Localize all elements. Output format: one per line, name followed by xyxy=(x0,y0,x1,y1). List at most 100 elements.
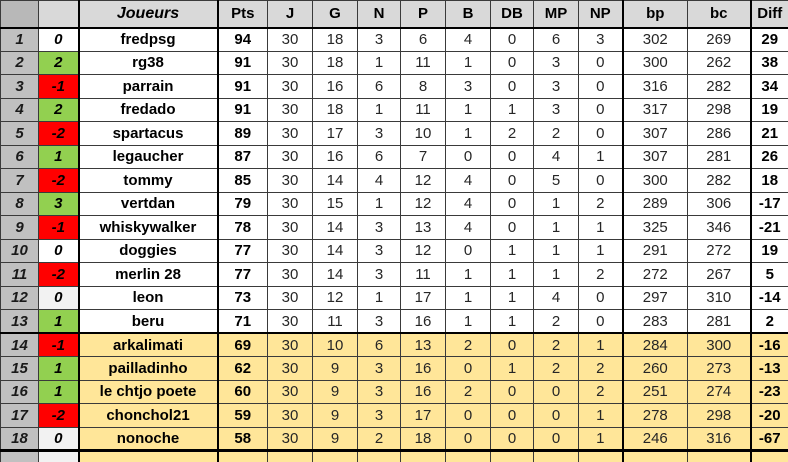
player-cell: rg38 xyxy=(78,50,219,75)
stat-cell-bc: 272 xyxy=(687,238,752,263)
stat-cell-j: 30 xyxy=(267,121,313,146)
movement-cell: -1 xyxy=(38,332,80,357)
stat-cell-p: 13 xyxy=(400,332,446,357)
table-row: 4 2 fredado 91 30 18 1 11 1 1 3 0 317 29… xyxy=(0,97,788,122)
movement-cell: 0 xyxy=(38,27,80,52)
stat-cell-mp: 6 xyxy=(533,27,579,52)
stat-cell-pts: 89 xyxy=(217,121,268,146)
stat-cell-b: 0 xyxy=(445,238,491,263)
stat-cell-bp: 317 xyxy=(622,97,688,122)
movement-cell: -2 xyxy=(38,403,80,428)
stat-cell-db: 0 xyxy=(490,144,534,169)
stat-cell-np: 1 xyxy=(578,332,624,357)
stat-cell-diff: 29 xyxy=(750,27,788,52)
stat-cell-diff: 19 xyxy=(750,97,788,122)
rank-cell: 14 xyxy=(0,332,39,357)
rank-cell: 18 xyxy=(0,426,39,451)
stat-cell-mp: 0 xyxy=(533,379,579,404)
stat-cell-p xyxy=(400,449,446,462)
stat-cell-np: 3 xyxy=(578,27,624,52)
stat-cell-p: 12 xyxy=(400,238,446,263)
col-header-b: B xyxy=(445,0,491,29)
stat-cell-j: 30 xyxy=(267,426,313,451)
stat-cell-diff: 2 xyxy=(750,309,788,334)
stat-cell-g: 12 xyxy=(312,285,358,310)
table-row: 14 -1 arkalimati 69 30 10 6 13 2 0 2 1 2… xyxy=(0,332,788,357)
stat-cell-bc: 298 xyxy=(687,97,752,122)
stat-cell-bc: 267 xyxy=(687,262,752,287)
stat-cell-n: 3 xyxy=(357,262,401,287)
stat-cell-bc: 300 xyxy=(687,332,752,357)
stat-cell-bc: 262 xyxy=(687,50,752,75)
stat-cell-b: 1 xyxy=(445,97,491,122)
stat-cell-diff: -23 xyxy=(750,379,788,404)
movement-cell: -1 xyxy=(38,215,80,240)
stat-cell-p: 11 xyxy=(400,97,446,122)
rank-cell: 12 xyxy=(0,285,39,310)
stat-cell-n: 3 xyxy=(357,121,401,146)
stat-cell-db xyxy=(490,449,534,462)
stat-cell-db: 1 xyxy=(490,97,534,122)
stat-cell-pts: 60 xyxy=(217,379,268,404)
stat-cell-n: 3 xyxy=(357,403,401,428)
stat-cell-j: 30 xyxy=(267,144,313,169)
stat-cell-diff: -13 xyxy=(750,356,788,381)
stat-cell-b: 1 xyxy=(445,285,491,310)
col-header-db: DB xyxy=(490,0,534,29)
partial-next-row xyxy=(0,449,788,462)
stat-cell-pts: 85 xyxy=(217,168,268,193)
stat-cell-b: 4 xyxy=(445,191,491,216)
stat-cell-mp xyxy=(533,449,579,462)
stat-cell-mp: 0 xyxy=(533,426,579,451)
table-row: 3 -1 parrain 91 30 16 6 8 3 0 3 0 316 28… xyxy=(0,74,788,99)
stat-cell-bp: 300 xyxy=(622,50,688,75)
player-cell: spartacus xyxy=(78,121,219,146)
stat-cell-n: 1 xyxy=(357,191,401,216)
stat-cell-db: 1 xyxy=(490,285,534,310)
rank-cell: 3 xyxy=(0,74,39,99)
stat-cell-pts: 77 xyxy=(217,238,268,263)
table-row: 9 -1 whiskywalker 78 30 14 3 13 4 0 1 1 … xyxy=(0,215,788,240)
stat-cell-g: 16 xyxy=(312,144,358,169)
stat-cell-db: 0 xyxy=(490,379,534,404)
stat-cell-bc: 286 xyxy=(687,121,752,146)
stat-cell-bp: 246 xyxy=(622,426,688,451)
player-cell: chonchol21 xyxy=(78,403,219,428)
stat-cell-mp: 2 xyxy=(533,309,579,334)
stat-cell-n: 2 xyxy=(357,426,401,451)
stat-cell-mp: 1 xyxy=(533,238,579,263)
rank-cell: 9 xyxy=(0,215,39,240)
stat-cell-p: 17 xyxy=(400,403,446,428)
stat-cell-mp: 2 xyxy=(533,121,579,146)
stat-cell-j: 30 xyxy=(267,238,313,263)
stat-cell-diff: -67 xyxy=(750,426,788,451)
stat-cell-db: 0 xyxy=(490,332,534,357)
stat-cell-b: 2 xyxy=(445,379,491,404)
stat-cell-g xyxy=(312,449,358,462)
stat-cell-pts: 91 xyxy=(217,50,268,75)
rank-cell: 17 xyxy=(0,403,39,428)
stat-cell-db: 1 xyxy=(490,238,534,263)
stat-cell-bp xyxy=(622,449,688,462)
stat-cell-p: 12 xyxy=(400,191,446,216)
stat-cell-diff: -21 xyxy=(750,215,788,240)
stat-cell-mp: 0 xyxy=(533,403,579,428)
table-row: 1 0 fredpsg 94 30 18 3 6 4 0 6 3 302 269… xyxy=(0,27,788,52)
stat-cell-j: 30 xyxy=(267,191,313,216)
stat-cell-p: 7 xyxy=(400,144,446,169)
table-row: 15 1 pailladinho 62 30 9 3 16 0 1 2 2 26… xyxy=(0,356,788,381)
stat-cell-n: 3 xyxy=(357,238,401,263)
stat-cell-bp: 297 xyxy=(622,285,688,310)
rank-cell: 15 xyxy=(0,356,39,381)
stat-cell-n: 3 xyxy=(357,215,401,240)
stat-cell-bc: 282 xyxy=(687,74,752,99)
table-row: 8 3 vertdan 79 30 15 1 12 4 0 1 2 289 30… xyxy=(0,191,788,216)
stat-cell-db: 1 xyxy=(490,309,534,334)
player-cell: legaucher xyxy=(78,144,219,169)
stat-cell-g: 9 xyxy=(312,356,358,381)
col-header-bp: bp xyxy=(622,0,688,29)
rank-cell: 16 xyxy=(0,379,39,404)
stat-cell-n: 6 xyxy=(357,144,401,169)
table-row: 5 -2 spartacus 89 30 17 3 10 1 2 2 0 307… xyxy=(0,121,788,146)
stat-cell-bc: 273 xyxy=(687,356,752,381)
